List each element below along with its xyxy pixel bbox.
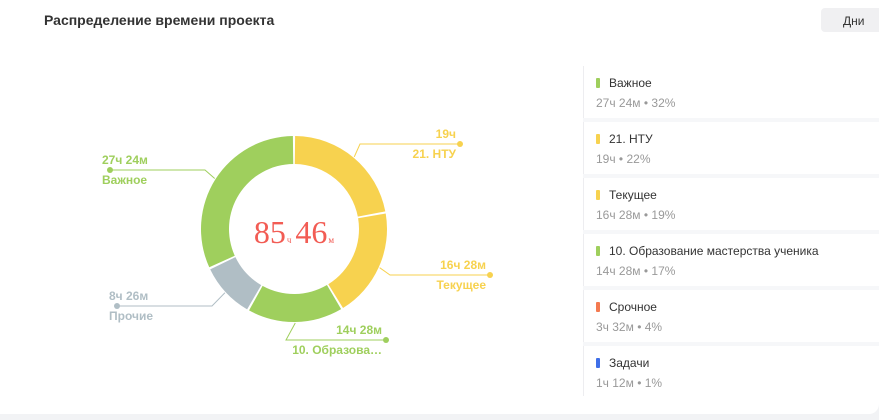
callout-value-label: 19ч xyxy=(436,127,456,141)
donut-slice[interactable] xyxy=(328,213,388,309)
callout-value-label: 8ч 26м xyxy=(109,289,148,303)
legend-item-meta: 3ч 32м • 4% xyxy=(596,320,663,334)
callout-line xyxy=(117,292,226,307)
legend-color-marker xyxy=(596,78,600,88)
legend-item-name: Срочное xyxy=(609,300,657,314)
legend-item[interactable]: 21. НТУ 19ч • 22% xyxy=(583,122,879,174)
callout-line xyxy=(353,143,460,158)
callout-value-label: 16ч 28м xyxy=(440,258,486,272)
callout-dot xyxy=(457,141,463,147)
center-minutes-unit: м xyxy=(328,235,334,245)
donut-slice[interactable] xyxy=(294,136,386,217)
donut-slice[interactable] xyxy=(249,285,342,322)
callout-dot xyxy=(383,337,389,343)
legend-color-marker xyxy=(596,190,600,200)
legend-item-name: Важное xyxy=(609,76,652,90)
center-hours-unit: ч xyxy=(287,235,292,245)
callout-name-label: Важное xyxy=(102,173,147,187)
period-days-button[interactable]: Дни xyxy=(821,8,879,32)
legend-item-meta: 27ч 24м • 32% xyxy=(596,96,676,110)
donut-slice[interactable] xyxy=(210,257,262,310)
legend-item[interactable]: Задачи 1ч 12м • 1% xyxy=(583,346,879,396)
legend-color-marker xyxy=(596,358,600,368)
legend-item[interactable]: Важное 27ч 24м • 32% xyxy=(583,66,879,118)
center-total: 85ч 46м xyxy=(254,214,335,250)
callout-name-label: Прочие xyxy=(109,309,153,323)
callout-value-label: 14ч 28м xyxy=(336,323,382,337)
callout-line xyxy=(379,267,490,276)
donut-callouts: 19ч 21. НТУ 16ч 28м Текущее 14ч 28м 10. Образ… xyxy=(102,127,493,357)
legend-item-name: 10. Образование мастерства ученика xyxy=(609,244,819,258)
callout-line xyxy=(285,322,386,341)
legend-item-name: Задачи xyxy=(609,356,650,370)
legend-item-meta: 19ч • 22% xyxy=(596,152,651,166)
legend-item[interactable]: Срочное 3ч 32м • 4% xyxy=(583,290,879,342)
callout-name-label: 21. НТУ xyxy=(413,147,457,161)
legend-color-marker xyxy=(596,246,600,256)
center-hours: 85 xyxy=(254,214,286,250)
callout-dot xyxy=(487,272,493,278)
legend-color-marker xyxy=(596,134,600,144)
donut-chart: 19ч 21. НТУ 16ч 28м Текущее 14ч 28м 10. Образ… xyxy=(102,127,493,357)
legend-item[interactable]: Текущее 16ч 28м • 19% xyxy=(583,178,879,230)
donut-slice[interactable] xyxy=(201,136,294,268)
legend-item[interactable]: 10. Образование мастерства ученика 14ч 28… xyxy=(583,234,879,286)
callout-name-label: Текущее xyxy=(436,278,486,292)
legend-color-marker xyxy=(596,302,600,312)
legend-item-meta: 1ч 12м • 1% xyxy=(596,376,663,390)
callout-dot xyxy=(114,303,120,309)
callout-dot xyxy=(107,167,113,173)
legend-list: Важное 27ч 24м • 32% 21. НТУ 19ч • 22% Текущ… xyxy=(583,66,879,396)
callout-value-label: 27ч 24м xyxy=(102,153,148,167)
legend-item-name: Текущее xyxy=(609,188,657,202)
callout-line xyxy=(110,169,216,179)
legend-item-meta: 14ч 28м • 17% xyxy=(596,264,676,278)
callout-name-label: 10. Образова… xyxy=(292,343,382,357)
legend-item-name: 21. НТУ xyxy=(609,132,653,146)
center-minutes: 46 xyxy=(295,214,327,250)
donut-slices xyxy=(201,136,388,322)
legend-item-meta: 16ч 28м • 19% xyxy=(596,208,676,222)
card-title: Распределение времени проекта xyxy=(44,12,275,28)
